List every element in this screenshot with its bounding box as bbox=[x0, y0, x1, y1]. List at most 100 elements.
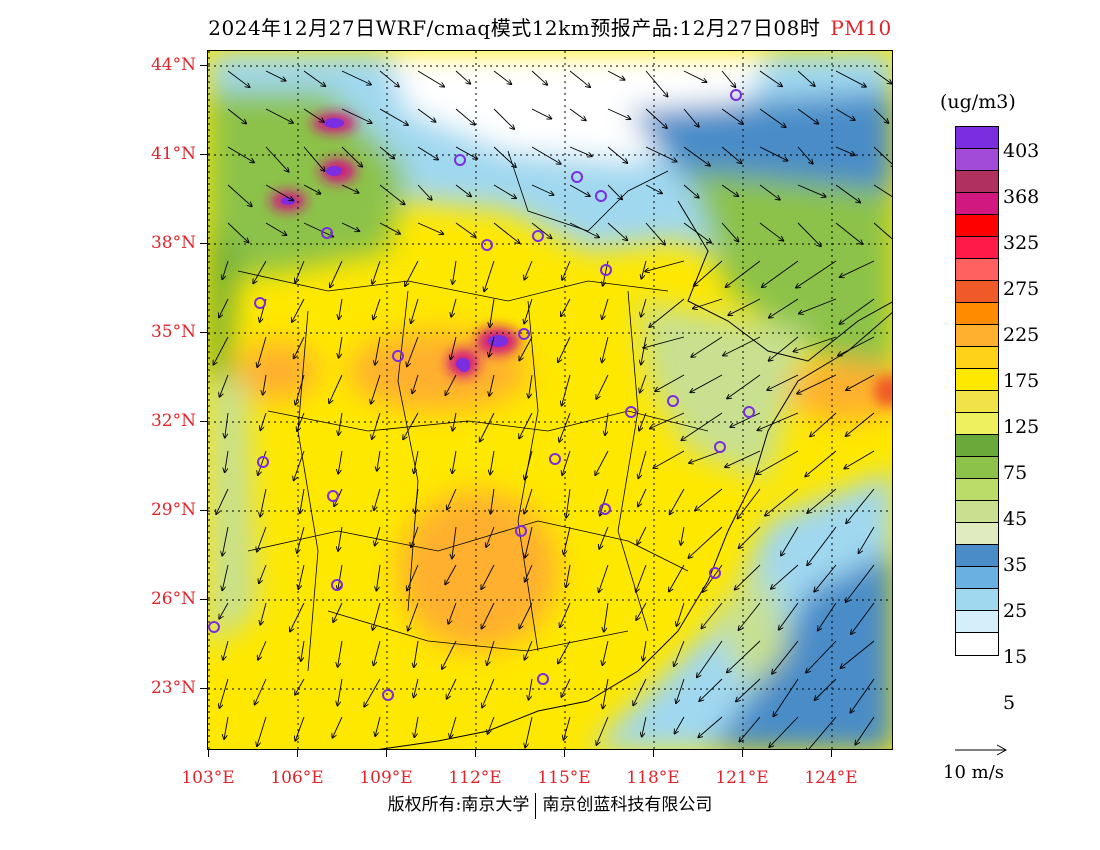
wind-arrow bbox=[558, 336, 571, 362]
city-marker bbox=[714, 441, 726, 453]
concentration-field bbox=[208, 51, 892, 749]
wind-arrow bbox=[341, 108, 372, 123]
wind-arrow bbox=[738, 488, 761, 518]
wind-arrow bbox=[602, 640, 609, 665]
wind-arrow bbox=[765, 488, 799, 516]
wind-arrow bbox=[265, 108, 293, 123]
wind-arrow bbox=[638, 450, 647, 478]
wind-arrow bbox=[726, 260, 761, 287]
wind-arrow bbox=[480, 412, 495, 442]
color-swatch bbox=[956, 259, 998, 281]
city-marker bbox=[625, 406, 637, 418]
wind-arrow bbox=[452, 450, 457, 473]
wind-arrow bbox=[411, 298, 419, 323]
wind-arrow bbox=[797, 374, 837, 394]
wind-arrow bbox=[525, 450, 533, 480]
wind-arrow bbox=[846, 374, 875, 390]
wind-arrow bbox=[338, 526, 343, 551]
city-marker bbox=[458, 360, 470, 372]
wind-arrow bbox=[723, 336, 761, 356]
wind-arrow bbox=[655, 374, 685, 391]
wind-arrow bbox=[376, 564, 381, 591]
city-marker bbox=[481, 239, 493, 251]
wind-arrow bbox=[797, 108, 818, 124]
wind-arrow bbox=[374, 488, 381, 510]
wind-arrow bbox=[338, 640, 343, 667]
wind-arrow bbox=[772, 640, 799, 674]
wind-arrow bbox=[519, 412, 533, 438]
color-swatch bbox=[956, 589, 998, 611]
wind-arrow bbox=[681, 526, 685, 545]
city-marker bbox=[515, 525, 527, 537]
color-swatch bbox=[956, 391, 998, 413]
lon-label-109: 109°E bbox=[359, 768, 413, 788]
color-swatch bbox=[956, 369, 998, 391]
wind-arrow bbox=[525, 564, 533, 582]
wind-arrow bbox=[300, 488, 305, 513]
wind-arrow bbox=[379, 70, 399, 87]
city-marker bbox=[743, 406, 755, 418]
wind-arrow bbox=[759, 108, 786, 127]
wind-arrow bbox=[219, 602, 229, 619]
axis-tick bbox=[200, 599, 207, 600]
wind-arrow bbox=[558, 640, 571, 663]
wind-arrow bbox=[701, 602, 723, 628]
wind-arrow bbox=[569, 108, 586, 120]
city-marker bbox=[327, 490, 339, 502]
wind-arrow bbox=[607, 108, 630, 119]
wind-arrow bbox=[799, 298, 837, 314]
color-swatch bbox=[956, 523, 998, 545]
wind-arrow bbox=[213, 336, 229, 365]
wind-arrow bbox=[303, 222, 333, 237]
wind-arrow bbox=[294, 450, 305, 480]
copyright-footer: 版权所有:南京大学 南京创蓝科技有限公司 bbox=[0, 790, 1100, 819]
title-main: 2024年12月27日WRF/cmaq模式12km预报产品:12月27日08时 bbox=[208, 16, 821, 40]
wind-arrow bbox=[219, 298, 229, 317]
wind-arrow bbox=[675, 716, 685, 734]
wind-arrow bbox=[699, 678, 723, 701]
wind-arrow bbox=[486, 526, 495, 547]
wind-arrow bbox=[490, 450, 495, 474]
wind-arrow bbox=[642, 716, 647, 737]
lon-label-115: 115°E bbox=[537, 768, 591, 788]
wind-arrow bbox=[807, 488, 837, 513]
wind-arrow bbox=[681, 412, 723, 440]
wind-arrow bbox=[295, 678, 305, 695]
wind-arrow bbox=[769, 298, 799, 318]
wind-arrow bbox=[451, 298, 457, 317]
wind-arrow bbox=[560, 602, 571, 627]
wind-arrow bbox=[840, 260, 875, 277]
wind-arrow bbox=[260, 602, 267, 625]
wind-arrow bbox=[295, 716, 305, 741]
wind-arrow bbox=[455, 222, 476, 237]
wind-arrow bbox=[529, 374, 533, 398]
color-swatch bbox=[956, 171, 998, 193]
wind-arrow bbox=[482, 602, 495, 629]
wind-arrow bbox=[257, 336, 267, 367]
wind-arrow bbox=[683, 70, 707, 82]
city-marker bbox=[667, 395, 679, 407]
wind-arrow bbox=[835, 146, 855, 155]
color-swatch bbox=[956, 215, 998, 237]
wind-arrow bbox=[596, 716, 609, 745]
wind-arrow bbox=[330, 260, 343, 287]
wind-arrow bbox=[561, 298, 571, 316]
wind-arrow bbox=[373, 298, 381, 319]
wind-arrow bbox=[721, 222, 738, 241]
wind-arrow bbox=[292, 298, 305, 322]
wind-arrow bbox=[519, 602, 533, 629]
wind-arrow bbox=[797, 222, 821, 246]
wind-arrow bbox=[640, 374, 647, 393]
wind-arrow bbox=[559, 412, 571, 442]
wind-arrow bbox=[488, 716, 495, 734]
wind-arrow bbox=[873, 108, 888, 123]
wind-arrow bbox=[491, 488, 495, 514]
wind-arrow bbox=[645, 146, 677, 162]
lon-label-118: 118°E bbox=[626, 768, 680, 788]
wind-arrow bbox=[736, 678, 761, 701]
wind-arrow bbox=[453, 412, 457, 431]
wind-arrow bbox=[779, 602, 799, 630]
wind-arrow bbox=[487, 640, 495, 665]
wind-vectors bbox=[213, 70, 892, 749]
wind-arrow bbox=[683, 146, 710, 166]
